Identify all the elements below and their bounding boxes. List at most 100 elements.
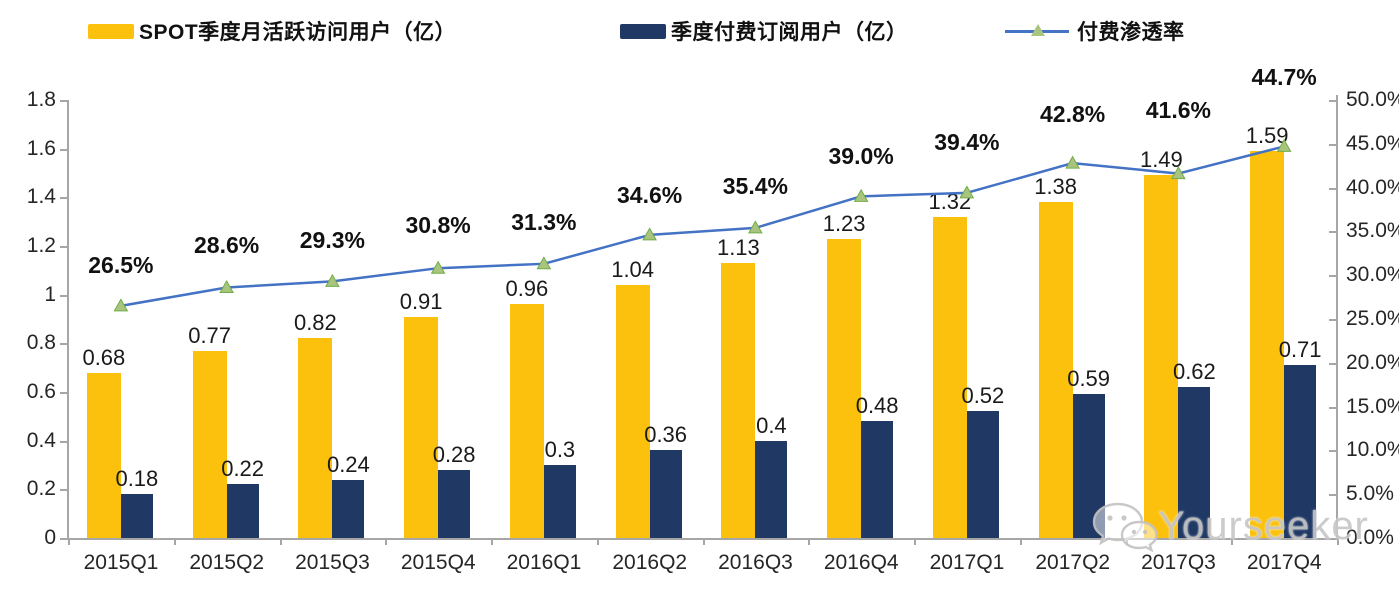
x-axis-category-label: 2017Q2: [1035, 551, 1111, 574]
x-axis-category-label: 2017Q4: [1246, 551, 1322, 574]
mau-bar-value-label: 1.49: [1139, 147, 1183, 173]
right-axis-tick: [1329, 187, 1337, 190]
right-axis-tick: [1329, 494, 1337, 497]
penetration-value-label: 26.5%: [88, 251, 154, 278]
right-axis-tick: [1329, 319, 1337, 321]
mau-bar: [509, 304, 544, 538]
subscriber-bar-value-label: 0.22: [221, 456, 265, 482]
right-axis-tick-label: 5.0%: [1346, 482, 1394, 506]
mau-bar: [298, 338, 333, 538]
legend-item-subscribers: 季度付费订阅用户（亿）: [620, 18, 908, 44]
right-axis-tick: [1329, 100, 1337, 102]
x-axis-tick: [68, 538, 70, 545]
penetration-value-label: 30.8%: [405, 212, 471, 239]
mau-bar-value-label: 0.77: [188, 322, 232, 348]
left-axis-tick: [60, 392, 68, 394]
subscriber-bar: [543, 465, 576, 538]
left-axis-tick: [60, 489, 68, 492]
mau-bar: [827, 238, 862, 538]
penetration-value-label: 34.6%: [617, 181, 683, 208]
x-axis-tick: [173, 538, 176, 545]
subscriber-bar-value-label: 0.59: [1067, 366, 1111, 392]
subscriber-bar-value-label: 0.3: [544, 437, 576, 462]
mau-bar-value-label: 0.82: [293, 310, 337, 336]
right-axis-tick: [1329, 406, 1337, 409]
subscriber-bar: [120, 494, 153, 538]
subscriber-bar: [966, 411, 999, 538]
x-axis-category-label: 2015Q4: [400, 551, 476, 574]
right-axis-tick-label: 30.0%: [1346, 263, 1399, 287]
x-axis-category-label: 2016Q4: [823, 551, 899, 574]
legend-item-mau: SPOT季度月活跃访问用户（亿）: [88, 18, 456, 44]
penetration-value-label: 44.7%: [1251, 64, 1317, 91]
x-axis-category-label: 2016Q3: [718, 551, 793, 574]
penetration-value-label: 39.0%: [828, 143, 894, 170]
penetration-value-label: 39.4%: [934, 128, 1000, 155]
left-axis-tick: [60, 148, 68, 151]
penetration-value-label: 29.3%: [299, 227, 365, 254]
left-axis-tick: [60, 343, 68, 346]
subscriber-bar: [649, 450, 682, 538]
subscriber-bar-value-label: 0.36: [644, 422, 688, 448]
left-axis-tick: [60, 294, 68, 297]
left-axis-tick: [60, 538, 68, 540]
right-axis-tick-label: 15.0%: [1346, 394, 1399, 418]
watermark: Yourseeker: [1090, 500, 1369, 552]
left-axis-tick-label: 1.4: [26, 185, 56, 209]
mau-bar: [192, 350, 227, 538]
penetration-value-label: 35.4%: [722, 172, 788, 199]
subscriber-bar-value-label: 0.71: [1278, 337, 1322, 363]
watermark-text: Yourseeker: [1158, 503, 1369, 548]
penetration-value-label: 28.6%: [194, 232, 260, 259]
right-axis-tick: [1329, 275, 1337, 278]
subscriber-bar-value-label: 0.28: [432, 441, 476, 467]
mau-bar: [1144, 175, 1179, 538]
x-axis-tick: [1231, 538, 1234, 545]
mau-legend-swatch: [88, 23, 134, 39]
subscriber-bar-value-label: 0.52: [961, 383, 1005, 409]
subscriber-bar: [1284, 365, 1317, 538]
mau-legend-label: SPOT季度月活跃访问用户（亿）: [139, 21, 457, 44]
left-axis-tick-label: 0.6: [26, 380, 56, 403]
mau-bar-value-label: 0.68: [82, 344, 126, 370]
left-axis-tick: [60, 246, 68, 248]
left-axis-tick-label: 1.6: [26, 136, 56, 160]
mau-bar-value-label: 0.91: [399, 288, 443, 314]
penetration-value-label: 42.8%: [1040, 101, 1106, 128]
right-axis-tick: [1329, 362, 1337, 365]
right-axis-tick-label: 50.0%: [1346, 88, 1399, 111]
penetration-line-marker-icon: [1005, 23, 1069, 39]
right-axis-tick-label: 35.0%: [1346, 219, 1399, 243]
mau-bar: [404, 316, 439, 538]
x-axis-tick: [596, 538, 599, 545]
right-axis-tick-label: 40.0%: [1346, 175, 1399, 199]
penetration-value-label: 31.3%: [511, 208, 577, 235]
left-axis-tick: [60, 197, 68, 200]
right-axis-tick-label: 45.0%: [1346, 131, 1399, 155]
penetration-legend-label: 付费渗透率: [1077, 21, 1185, 44]
legend-item-penetration: 付费渗透率: [1005, 18, 1185, 44]
x-axis-category-label: 2015Q3: [295, 551, 370, 574]
subscriber-bar-value-label: 0.62: [1172, 359, 1216, 385]
x-axis-category-label: 2015Q2: [189, 551, 265, 574]
x-axis-category-label: 2017Q1: [929, 551, 1005, 574]
left-axis-tick-label: 0.8: [26, 331, 56, 355]
left-axis-tick-label: 1.2: [26, 234, 56, 257]
subscriber-bar: [1178, 387, 1211, 538]
mau-bar: [615, 284, 650, 538]
left-axis-tick-label: 0.4: [26, 428, 56, 452]
wechat-icon: [1092, 502, 1158, 552]
left-axis-tick-label: 1.8: [26, 88, 56, 111]
left-axis-tick-label: 0: [44, 526, 56, 549]
right-axis-tick-label: 10.0%: [1346, 438, 1399, 462]
subscribers-legend-label: 季度付费订阅用户（亿）: [671, 21, 908, 44]
left-axis-tick-label: 1: [44, 282, 56, 306]
mau-bar-value-label: 0.96: [505, 276, 549, 302]
subscriber-bar-value-label: 0.24: [326, 451, 370, 477]
subscriber-bar: [755, 440, 788, 538]
mau-bar: [721, 263, 756, 538]
mau-bar: [932, 216, 967, 538]
subscriber-bar-value-label: 0.18: [115, 466, 159, 492]
x-axis-line: [67, 538, 1337, 540]
